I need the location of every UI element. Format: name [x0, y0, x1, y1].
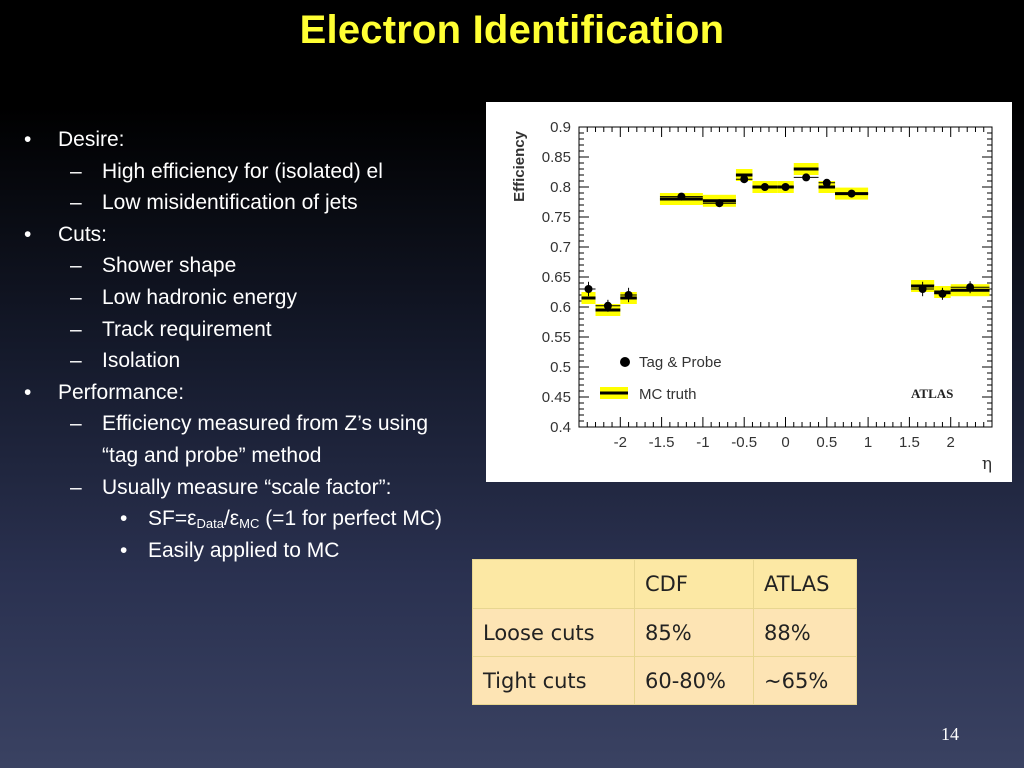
bullet-text: Low misidentification of jets — [102, 191, 358, 215]
y-tick-label: 0.9 — [550, 119, 571, 136]
table-cell: 85% — [634, 608, 754, 657]
legend-mc-label: MC truth — [639, 386, 697, 403]
x-tick-label: -1 — [696, 434, 709, 451]
tp-point — [624, 291, 633, 299]
y-tick-label: 0.55 — [542, 329, 571, 346]
bullet-dash-icon: – — [70, 412, 82, 436]
table-cell — [472, 559, 635, 609]
bullet-text: Performance: — [58, 380, 185, 404]
bullet-text: Usually measure “scale factor”: — [102, 475, 392, 499]
bullet-text: SF=εData/εMC (=1 for perfect MC) — [148, 507, 442, 532]
tp-point — [584, 285, 593, 293]
bullet-dot-icon: • — [24, 128, 32, 151]
bullet-dot-icon: • — [24, 222, 32, 246]
bullet-dash-icon: – — [70, 159, 82, 183]
table-cell: 88% — [753, 608, 857, 657]
bullet-dash-icon: – — [70, 191, 82, 215]
tp-point — [760, 183, 769, 191]
tp-point — [715, 199, 724, 208]
slide-title: Electron Identification — [299, 8, 725, 52]
x-tick-label: 1 — [864, 434, 872, 451]
bullet-dash-icon: – — [70, 254, 82, 278]
x-tick-label: 1.5 — [899, 434, 920, 451]
bullet-dash-icon: – — [70, 286, 82, 309]
efficiency-chart: 0.4 0.45 0.5 0.55 0.6 0.65 0.7 0.75 0.8 0.85 0.9 -2… — [486, 102, 1012, 482]
bullet-text: Track requirement — [102, 317, 272, 341]
tp-point — [938, 289, 947, 298]
bullet-dash-icon: – — [70, 475, 82, 499]
bullet-text: Desire: — [58, 128, 125, 151]
x-tick-label: 2 — [947, 434, 955, 451]
bullet-dot-icon: • — [24, 380, 32, 404]
page-number: 14 — [941, 724, 959, 744]
table-cell: ATLAS — [753, 559, 857, 609]
tp-point — [603, 301, 612, 310]
y-tick-label: 0.75 — [542, 209, 571, 226]
y-axis-label: Efficiency — [511, 130, 528, 202]
plot-frame — [578, 126, 993, 428]
bullet-text: Cuts: — [58, 222, 108, 246]
x-tick-label: 0 — [781, 434, 789, 451]
bullet-text: Shower shape — [102, 254, 237, 278]
table-row: Tight cuts 60-80% ~65% — [472, 656, 857, 705]
tp-point — [781, 183, 790, 191]
tp-point — [677, 192, 686, 201]
bullet-dash-icon: – — [70, 317, 82, 341]
x-tick-label: -2 — [614, 434, 627, 451]
y-tick-label: 0.4 — [550, 419, 571, 436]
y-tick-label: 0.8 — [550, 179, 571, 196]
tp-point — [918, 285, 927, 293]
tp-point — [802, 173, 811, 182]
atlas-label: ATLAS — [911, 386, 953, 401]
tp-point — [822, 178, 831, 187]
table-cell: 60-80% — [634, 656, 754, 705]
bullet-text: Easily applied to MC — [148, 538, 340, 562]
tp-point — [847, 189, 856, 198]
bullet-text: Efficiency measured from Z’s using — [102, 412, 429, 436]
bullet-text: High efficiency for (isolated) el — [102, 159, 383, 183]
table-cell: Tight cuts — [472, 656, 635, 705]
x-tick-label: -0.5 — [731, 434, 757, 451]
y-tick-label: 0.85 — [542, 149, 571, 166]
table-cell: CDF — [634, 559, 754, 609]
tp-point — [740, 175, 749, 184]
y-tick-label: 0.7 — [550, 239, 571, 256]
tp-point — [966, 283, 975, 292]
x-tick-label: 0.5 — [816, 434, 837, 451]
y-tick-label: 0.45 — [542, 389, 571, 406]
y-tick-label: 0.6 — [550, 299, 571, 316]
table-header-row: CDF ATLAS — [472, 559, 857, 609]
table-cell: ~65% — [753, 656, 857, 705]
bullet-text: Isolation — [102, 349, 181, 373]
bullet-text: Low hadronic energy — [102, 286, 297, 309]
x-axis-label: η — [982, 454, 992, 474]
bullet-dot-icon: • — [120, 507, 128, 531]
table-row: Loose cuts 85% 88% — [472, 608, 857, 657]
efficiency-table: CDF ATLAS Loose cuts 85% 88% Tight cuts 60-80%… — [472, 559, 857, 705]
y-tick-label: 0.65 — [542, 269, 571, 286]
x-tick-label: -1.5 — [649, 434, 675, 451]
table-cell: Loose cuts — [472, 608, 635, 657]
y-tick-label: 0.5 — [550, 359, 571, 376]
bullet-dot-icon: • — [120, 538, 128, 562]
efficiency-plot-svg: 0.4 0.45 0.5 0.55 0.6 0.65 0.7 0.75 0.8 0.85 0.9 -2… — [511, 119, 993, 474]
bullet-text: “tag and probe” method — [102, 444, 322, 467]
legend-tp-marker — [620, 357, 630, 367]
legend-tp-label: Tag & Probe — [639, 354, 722, 371]
bullet-dash-icon: – — [70, 349, 82, 373]
